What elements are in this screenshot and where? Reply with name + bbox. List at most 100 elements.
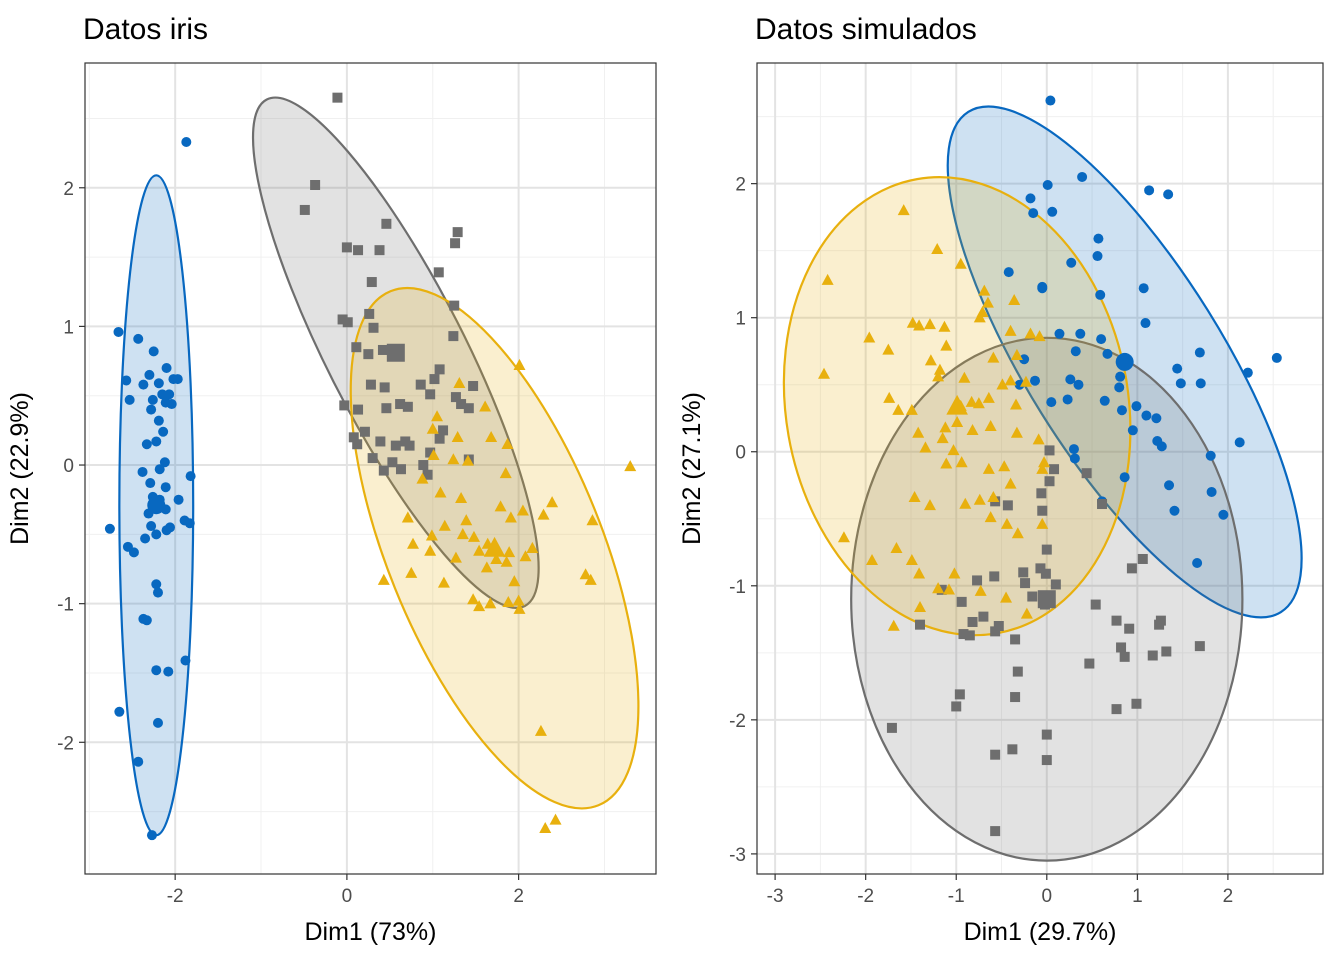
data-point <box>415 379 426 390</box>
data-point <box>113 326 124 337</box>
data-point <box>154 464 165 475</box>
chart-title: Datos iris <box>83 13 208 46</box>
data-point <box>166 399 177 410</box>
data-point <box>1194 641 1205 652</box>
data-point <box>1044 476 1055 487</box>
data-point <box>932 582 945 594</box>
data-point <box>163 666 174 677</box>
data-point <box>1025 193 1036 204</box>
data-point <box>546 496 559 508</box>
data-point <box>502 595 515 608</box>
data-point <box>378 465 389 476</box>
data-point <box>434 364 445 375</box>
data-point <box>374 245 385 256</box>
data-point <box>173 494 184 505</box>
data-point <box>1138 283 1149 294</box>
data-point <box>990 749 1001 760</box>
data-point <box>351 342 362 353</box>
data-point <box>438 519 451 531</box>
data-point <box>837 531 850 543</box>
data-point <box>145 478 156 489</box>
data-point <box>1041 544 1052 555</box>
data-point <box>422 469 433 480</box>
data-point <box>1093 233 1104 244</box>
y-ticks: -2 -1 0 1 2 <box>57 179 85 754</box>
data-point <box>1024 327 1037 339</box>
data-point <box>912 426 925 438</box>
data-point <box>147 394 158 405</box>
data-point <box>821 273 834 285</box>
data-point <box>1045 95 1056 106</box>
chart-title: Datos simulados <box>755 13 977 46</box>
data-point <box>906 316 919 328</box>
data-point <box>1040 568 1051 579</box>
data-point <box>473 544 486 556</box>
data-point <box>955 456 968 468</box>
data-point <box>375 436 386 447</box>
data-point <box>425 389 436 400</box>
data-point <box>1070 346 1081 357</box>
data-point <box>1010 692 1021 703</box>
data-point <box>958 371 971 383</box>
data-point <box>1042 179 1053 190</box>
data-point <box>164 389 175 400</box>
data-point <box>141 439 152 450</box>
data-point <box>172 374 183 385</box>
data-point <box>512 594 525 606</box>
data-point <box>954 689 965 700</box>
data-point <box>984 511 997 523</box>
data-point <box>1163 189 1174 200</box>
data-point <box>982 391 995 403</box>
data-point <box>1030 375 1041 386</box>
panel-datos-simulados: -3 -2 -1 0 1 2 -3 -2 -1 0 1 2 Datos simulados Dim1… <box>678 13 1324 946</box>
data-point <box>494 500 507 512</box>
data-point <box>974 584 987 596</box>
y-tick-label: -2 <box>57 733 74 754</box>
data-point <box>1003 267 1014 278</box>
data-point <box>429 374 440 385</box>
data-point <box>467 530 480 542</box>
data-point <box>128 547 139 558</box>
centroid-point <box>386 343 405 362</box>
data-point <box>954 257 967 269</box>
data-point <box>940 457 953 469</box>
data-point <box>146 830 157 841</box>
data-point <box>401 511 414 523</box>
data-point <box>1020 578 1031 589</box>
data-point <box>1002 500 1013 511</box>
data-point <box>965 395 978 407</box>
data-point <box>448 331 459 342</box>
data-point <box>951 701 962 712</box>
data-point <box>151 665 162 676</box>
data-point <box>367 453 378 464</box>
centroid-point <box>483 536 506 557</box>
data-point <box>161 362 172 373</box>
data-point <box>151 529 162 540</box>
data-point <box>1155 615 1166 626</box>
y-ticks: -3 -2 -1 0 1 2 <box>729 175 757 866</box>
data-point <box>390 440 401 451</box>
data-point <box>1004 374 1017 386</box>
data-point <box>337 314 348 325</box>
data-point <box>438 425 449 436</box>
data-point <box>450 392 461 403</box>
x-ticks: -2 0 2 <box>167 874 524 907</box>
data-point <box>915 619 926 630</box>
data-point <box>1010 634 1021 645</box>
data-point <box>456 399 467 410</box>
data-point <box>866 554 879 566</box>
data-point <box>882 343 895 355</box>
data-point <box>310 179 321 190</box>
data-point <box>416 472 429 484</box>
data-point <box>914 600 927 612</box>
data-point <box>353 404 364 415</box>
data-point <box>973 311 986 323</box>
data-point <box>1077 171 1088 182</box>
data-point <box>938 320 951 332</box>
data-point <box>932 370 945 382</box>
y-axis-label: Dim2 (22.9%) <box>6 392 34 545</box>
data-point <box>1147 650 1158 661</box>
data-point <box>418 460 429 471</box>
y-tick-label: 2 <box>63 179 74 200</box>
data-point <box>453 376 466 388</box>
